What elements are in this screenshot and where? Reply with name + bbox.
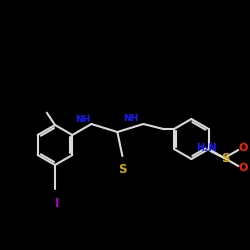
Text: O: O [238, 143, 248, 153]
Text: NH: NH [75, 116, 90, 124]
Text: S: S [118, 163, 126, 176]
Text: S: S [221, 152, 230, 166]
Text: H₂N: H₂N [196, 143, 216, 153]
Text: NH: NH [123, 114, 138, 123]
Text: O: O [238, 163, 248, 173]
Text: I: I [55, 197, 59, 210]
